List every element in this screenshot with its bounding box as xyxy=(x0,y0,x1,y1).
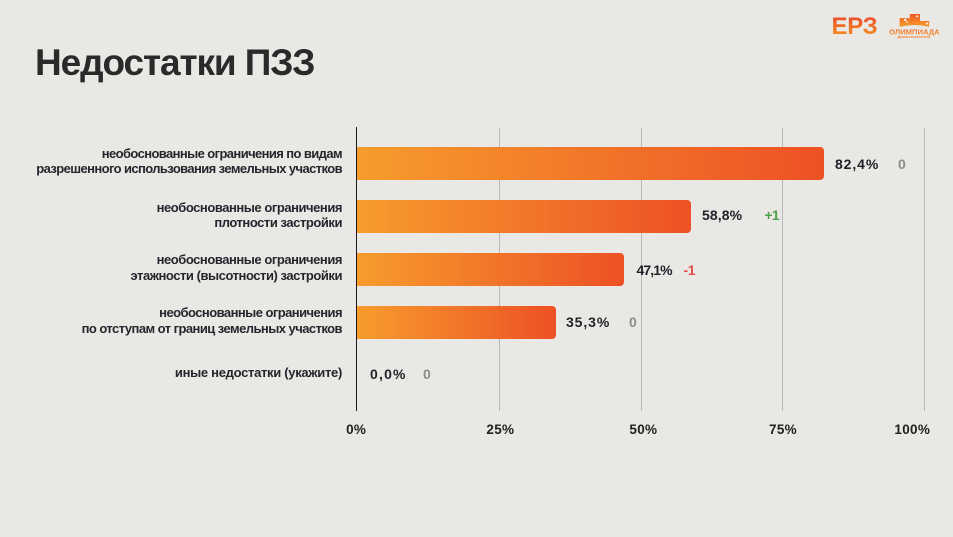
svg-text:ОЛИМПИАДА: ОЛИМПИАДА xyxy=(889,27,940,36)
svg-text:ДЕВЕЛОПЕРОВ: ДЕВЕЛОПЕРОВ xyxy=(897,35,931,39)
